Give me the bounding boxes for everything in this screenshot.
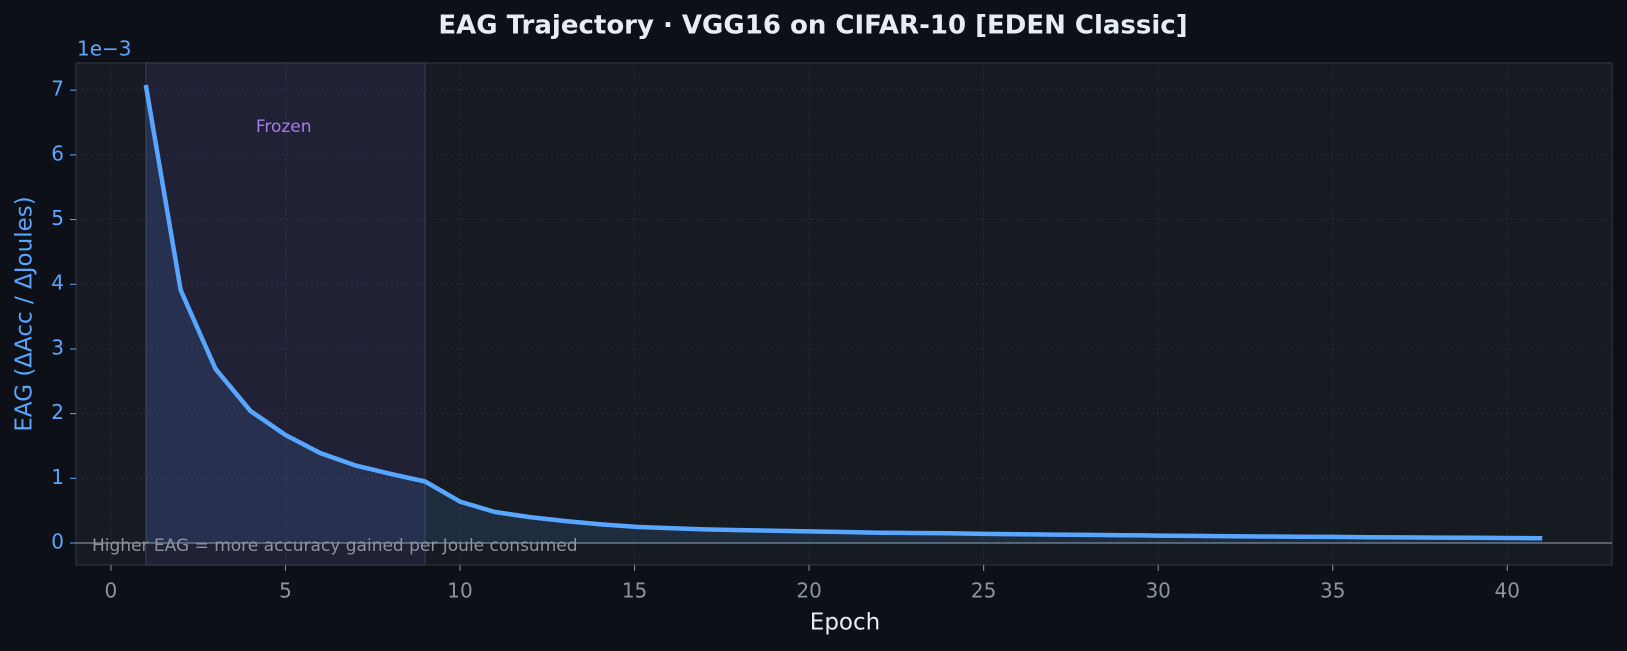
- plot-area: [75, 62, 1613, 566]
- y-tick-label: 0: [51, 530, 64, 554]
- x-tick-label: 5: [279, 579, 292, 603]
- region-label: Frozen: [256, 117, 312, 137]
- x-tick-label: 35: [1320, 579, 1345, 603]
- y-offset-label: 1e−3: [77, 37, 132, 61]
- y-tick-label: 2: [51, 400, 64, 424]
- x-axis-label: Epoch: [810, 610, 880, 636]
- y-tick-label: 1: [51, 465, 64, 489]
- y-tick-label: 7: [51, 77, 64, 101]
- x-tick-label: 10: [447, 579, 472, 603]
- x-tick-label: 25: [971, 579, 996, 603]
- x-tick-label: 20: [796, 579, 821, 603]
- x-tick-label: 15: [622, 579, 647, 603]
- annotation: Higher EAG = more accuracy gained per Jo…: [92, 536, 578, 556]
- y-tick-label: 4: [51, 271, 64, 295]
- y-tick-label: 6: [51, 141, 64, 165]
- line: [143, 84, 1543, 541]
- y-axis-label: EAG (ΔAcc / ΔJoules): [12, 196, 38, 431]
- area: [145, 85, 1543, 544]
- x-tick-label: 0: [105, 579, 118, 603]
- chart-title: EAG Trajectory · VGG16 on CIFAR-10 [EDEN…: [438, 11, 1187, 41]
- y-tick-label: 3: [51, 335, 64, 359]
- x-tick-label: 30: [1145, 579, 1170, 603]
- y-tick-label: 5: [51, 206, 64, 230]
- x-tick-label: 40: [1495, 579, 1520, 603]
